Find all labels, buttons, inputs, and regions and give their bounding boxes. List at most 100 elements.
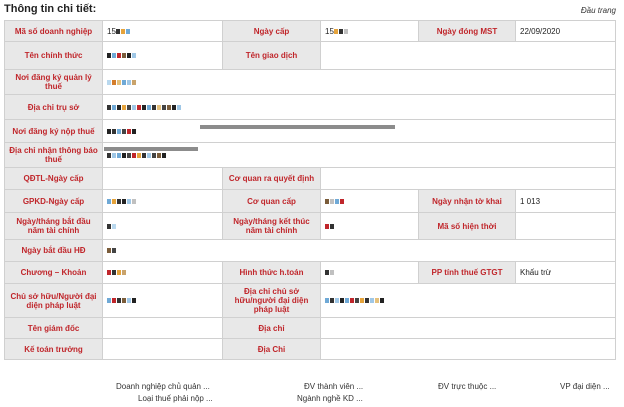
- back-to-top-link[interactable]: Đầu trang: [580, 6, 616, 15]
- table-row: Địa chỉ nhận thông báo thuế: [4, 142, 616, 168]
- table-row: Kế toán trưởng Địa Chỉ: [4, 338, 616, 360]
- redacted-pixel: [127, 104, 131, 110]
- field-value: [102, 94, 616, 120]
- field-label: Tên chính thức: [4, 41, 103, 70]
- table-row: Nơi đăng ký quản lý thuế: [4, 69, 616, 95]
- field-value: [515, 212, 616, 240]
- redacted-pixel: [122, 298, 126, 304]
- redacted-pixel: [127, 128, 131, 134]
- field-value: 15: [102, 20, 223, 42]
- redacted-pixel: [330, 223, 334, 229]
- footer-link[interactable]: ĐV thành viên ...: [304, 382, 364, 391]
- redacted-pixel: [107, 104, 111, 110]
- redacted-pixel: [343, 28, 348, 34]
- field-label: Địa chỉ nhận thông báo thuế: [4, 142, 103, 168]
- field-value: [320, 317, 616, 339]
- redacted-pixel: [340, 298, 344, 304]
- redacted-pixel: [325, 298, 329, 304]
- cell-text: Mã số doanh nghiệp: [14, 26, 93, 36]
- cell-text: Khấu trừ: [520, 268, 552, 277]
- cell-text: GPKD-Ngày cấp: [22, 196, 85, 206]
- redacted-pixel: [132, 79, 136, 85]
- table-row: Chủ sở hữu/Người đại diện pháp luật Địa c…: [4, 283, 616, 318]
- redacted-pixel: [335, 198, 339, 204]
- redacted-pixel: [112, 248, 116, 254]
- redacted-pixel: [122, 152, 126, 158]
- cell-text: Địa Chỉ: [257, 344, 286, 354]
- cell-text: Ngày/tháng kết thúc năm tài chính: [233, 217, 310, 235]
- footer-link[interactable]: VP đại diện ...: [560, 382, 610, 391]
- cell-text: Địa chỉ chủ sở hữu/người đại diện pháp l…: [234, 287, 309, 314]
- redacted-pixel: [330, 198, 334, 204]
- redacted-pixel: [127, 198, 131, 204]
- redacted-pixel: [137, 104, 141, 110]
- field-label: Ngày cấp: [222, 20, 321, 42]
- redacted-pixel: [162, 104, 166, 110]
- redacted-pixel: [152, 104, 156, 110]
- redacted-pixel: [122, 270, 126, 276]
- cell-text: Địa chỉ: [258, 323, 285, 333]
- redacted-pixel: [107, 298, 111, 304]
- field-value: 15: [320, 20, 419, 42]
- field-label: Địa chỉ chủ sở hữu/người đại diện pháp l…: [222, 283, 321, 318]
- cell-text: Ngày bắt đầu HĐ: [21, 246, 86, 255]
- field-value: [320, 338, 616, 360]
- redacted-pixel: [177, 104, 181, 110]
- cell-text: Hình thức h.toán: [239, 268, 304, 277]
- field-label: Nơi đăng ký nộp thuế: [4, 119, 103, 143]
- field-label: Mã số hiện thời: [418, 212, 516, 240]
- cell-text: Mã số hiện thời: [437, 221, 497, 231]
- redacted-pixel: [325, 223, 329, 229]
- redacted-pixel: [122, 79, 126, 85]
- table-row: Tên giám đốc Địa chỉ: [4, 317, 616, 339]
- redacted-pixel: [132, 198, 136, 204]
- cell-text: PP tính thuế GTGT: [431, 268, 503, 277]
- redacted-pixel: [142, 152, 146, 158]
- redacted-pixel: [117, 152, 121, 158]
- field-label: Cơ quan ra quyết định: [222, 167, 321, 190]
- redacted-pixel: [132, 128, 136, 134]
- redacted-pixel: [107, 248, 111, 254]
- field-label: QĐTL-Ngày cấp: [4, 167, 103, 190]
- cell-text: Kế toán trưởng: [24, 344, 83, 354]
- field-value: [320, 189, 419, 213]
- field-value: [102, 338, 223, 360]
- cell-text: 15: [107, 26, 116, 36]
- footer-link[interactable]: Ngành nghề KD ...: [297, 394, 363, 403]
- cell-text: Cơ quan cấp: [247, 196, 296, 206]
- table-row: Ngày bắt đầu HĐ: [4, 239, 616, 262]
- redacted-pixel: [107, 152, 111, 158]
- redacted-pixel: [132, 53, 136, 59]
- page-title: Thông tin chi tiết:: [4, 3, 97, 15]
- field-value: [102, 212, 223, 240]
- footer-link[interactable]: Loại thuế phải nộp ...: [138, 394, 213, 403]
- redacted-pixel: [152, 152, 156, 158]
- redacted-pixel: [107, 223, 111, 229]
- cell-text: Ngày nhận tờ khai: [432, 196, 502, 206]
- footer-link[interactable]: ĐV trực thuộc ...: [438, 382, 497, 391]
- footer-link[interactable]: Doanh nghiệp chủ quản ...: [116, 382, 210, 391]
- field-label: Chủ sở hữu/Người đại diện pháp luật: [4, 283, 103, 318]
- redacted-pixel: [107, 79, 111, 85]
- field-label: Hình thức h.toán: [222, 261, 321, 284]
- redacted-pixel: [117, 198, 121, 204]
- redacted-pixel: [375, 298, 379, 304]
- redacted-pixel: [147, 104, 151, 110]
- redacted-pixel: [172, 104, 176, 110]
- cell-text: Chủ sở hữu/Người đại diện pháp luật: [10, 291, 97, 310]
- redacted-pixel: [137, 152, 141, 158]
- table-row: QĐTL-Ngày cấp Cơ quan ra quyết định: [4, 167, 616, 190]
- redacted-pixel: [370, 298, 374, 304]
- field-label: Ngày/tháng kết thúc năm tài chính: [222, 212, 321, 240]
- field-label: Ngày nhận tờ khai: [418, 189, 516, 213]
- field-value: [102, 261, 223, 284]
- detail-table: Mã số doanh nghiệp 15 Ngày cấp 15 Ngày đóng …: [4, 20, 616, 360]
- table-row: Địa chỉ trụ sở: [4, 94, 616, 120]
- field-value: 1 013: [515, 189, 616, 213]
- field-label: Ngày bắt đầu HĐ: [4, 239, 103, 262]
- field-value: [102, 239, 616, 262]
- cell-text: QĐTL-Ngày cấp: [23, 174, 84, 183]
- redacted-pixel: [127, 152, 131, 158]
- redacted-pixel: [122, 198, 126, 204]
- field-label: Kế toán trưởng: [4, 338, 103, 360]
